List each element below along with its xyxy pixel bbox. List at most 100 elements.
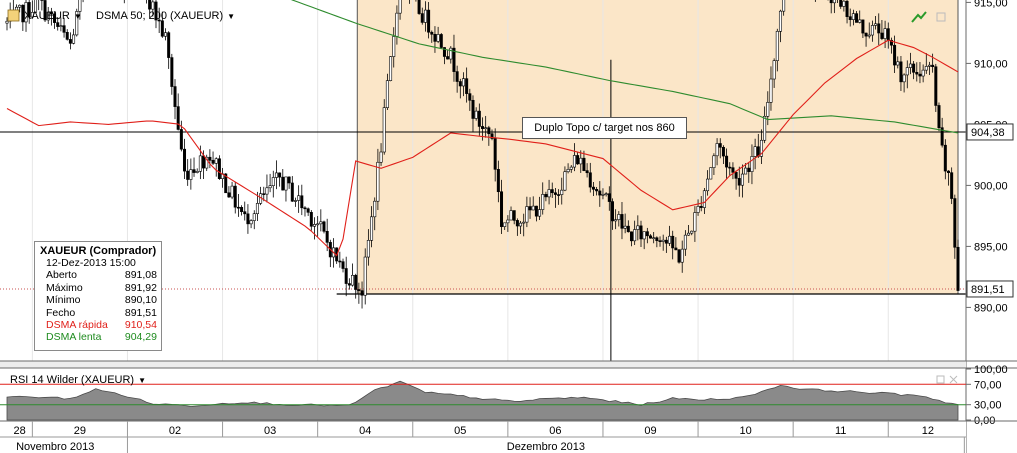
day-label: 06 — [549, 425, 561, 437]
fast-ma-line — [6, 39, 959, 257]
candle-body — [636, 225, 640, 230]
header-icons — [7, 9, 958, 384]
candle-body — [189, 169, 193, 180]
candle-body — [829, 0, 833, 4]
candle-body — [759, 139, 763, 157]
chevron-down-icon: ▼ — [227, 11, 236, 21]
candle-body — [915, 71, 919, 75]
candle-body — [763, 116, 767, 141]
candle-body — [30, 12, 34, 18]
candle-body — [563, 171, 567, 191]
candle-body — [287, 176, 291, 184]
day-label: 12 — [922, 425, 934, 437]
candle-body — [312, 224, 316, 227]
candle-body — [541, 194, 545, 210]
candle-body — [671, 235, 675, 249]
candle-body — [706, 178, 710, 192]
candle-body — [471, 99, 475, 119]
candle-body — [246, 213, 250, 225]
candle-body — [395, 12, 399, 37]
candle-body — [167, 32, 171, 58]
candle-body — [956, 246, 960, 291]
candle-body — [629, 231, 633, 242]
symbol-label: XAUEUR — [24, 10, 70, 22]
candle-body — [173, 86, 177, 107]
rsi-restore-icon[interactable] — [936, 375, 945, 384]
pattern-annotation: Duplo Topo c/ target nos 860 — [522, 117, 687, 139]
candle-body — [740, 173, 744, 186]
candle-body — [202, 155, 206, 169]
candle-body — [351, 274, 355, 286]
candle-body — [883, 28, 887, 39]
candle-body — [902, 74, 906, 83]
candle-body — [366, 240, 370, 258]
candle-body — [633, 229, 637, 242]
window-restore-icon[interactable] — [936, 12, 946, 22]
rsi-tick-label: 70,00 — [974, 379, 1002, 391]
pencil-icon[interactable] — [7, 9, 20, 22]
candle-body — [912, 63, 916, 73]
candle-body — [68, 39, 72, 44]
candle-body — [370, 216, 374, 241]
candle-body — [211, 160, 215, 164]
candle-body — [148, 0, 152, 10]
candle-body — [154, 1, 158, 21]
candle-body — [157, 19, 161, 22]
day-label: 29 — [74, 425, 86, 437]
candle-body — [357, 289, 361, 291]
candle-body — [439, 34, 443, 48]
candle-body — [496, 169, 500, 193]
indicator-selector[interactable]: DSMA 50; 200 (XAUEUR) ▼ — [96, 8, 235, 24]
candle-body — [379, 151, 383, 163]
candle-body — [392, 36, 396, 57]
rsi-close-icon[interactable] — [949, 375, 958, 384]
candle-body — [687, 232, 691, 236]
candle-body — [642, 231, 646, 240]
indicator-label: DSMA 50; 200 (XAUEUR) — [96, 10, 224, 22]
candle-body — [477, 110, 481, 127]
candle-body — [557, 194, 561, 196]
candle-body — [610, 201, 614, 222]
data-row-open: Aberto 891,08 — [46, 269, 157, 282]
data-row-fast-ma: DSMA rápida 910,54 — [46, 319, 157, 332]
candle-body — [607, 193, 611, 202]
candle-body — [861, 19, 865, 34]
candle-body — [455, 71, 459, 82]
day-label: 11 — [835, 425, 846, 437]
candle-body — [769, 78, 773, 103]
candle-body — [753, 146, 757, 157]
candle-body — [880, 32, 884, 39]
candle-body — [461, 78, 465, 87]
candle-body — [617, 214, 621, 220]
candle-body — [192, 169, 196, 173]
candle-body — [652, 237, 656, 240]
candle-body — [509, 210, 513, 221]
candle-body — [34, 0, 38, 13]
rsi-tick-label: 100,00 — [974, 364, 1008, 376]
candle-body — [373, 200, 377, 218]
candle-body — [731, 167, 735, 173]
candle-body — [344, 268, 348, 284]
symbol-selector[interactable]: XAUEUR ▼ — [24, 8, 82, 24]
candle-body — [566, 169, 570, 173]
candle-body — [905, 67, 909, 76]
candle-body — [474, 110, 478, 119]
trend-icon[interactable] — [911, 11, 927, 23]
candle-body — [585, 170, 589, 174]
candle-body — [598, 190, 602, 196]
rsi-selector[interactable]: RSI 14 Wilder (XAUEUR) ▼ — [10, 372, 146, 388]
candle-body — [712, 155, 716, 168]
candle-body — [747, 167, 751, 172]
month-label: Dezembro 2013 — [507, 441, 585, 453]
candle-body — [430, 31, 434, 35]
candle-body — [265, 187, 269, 195]
candle-body — [214, 158, 218, 164]
day-label: 10 — [739, 425, 751, 437]
candle-body — [750, 156, 754, 172]
candle-body — [674, 247, 678, 251]
data-row-slow-ma: DSMA lenta 904,29 — [46, 331, 157, 344]
candle-body — [569, 166, 573, 170]
candle-body — [899, 61, 903, 83]
